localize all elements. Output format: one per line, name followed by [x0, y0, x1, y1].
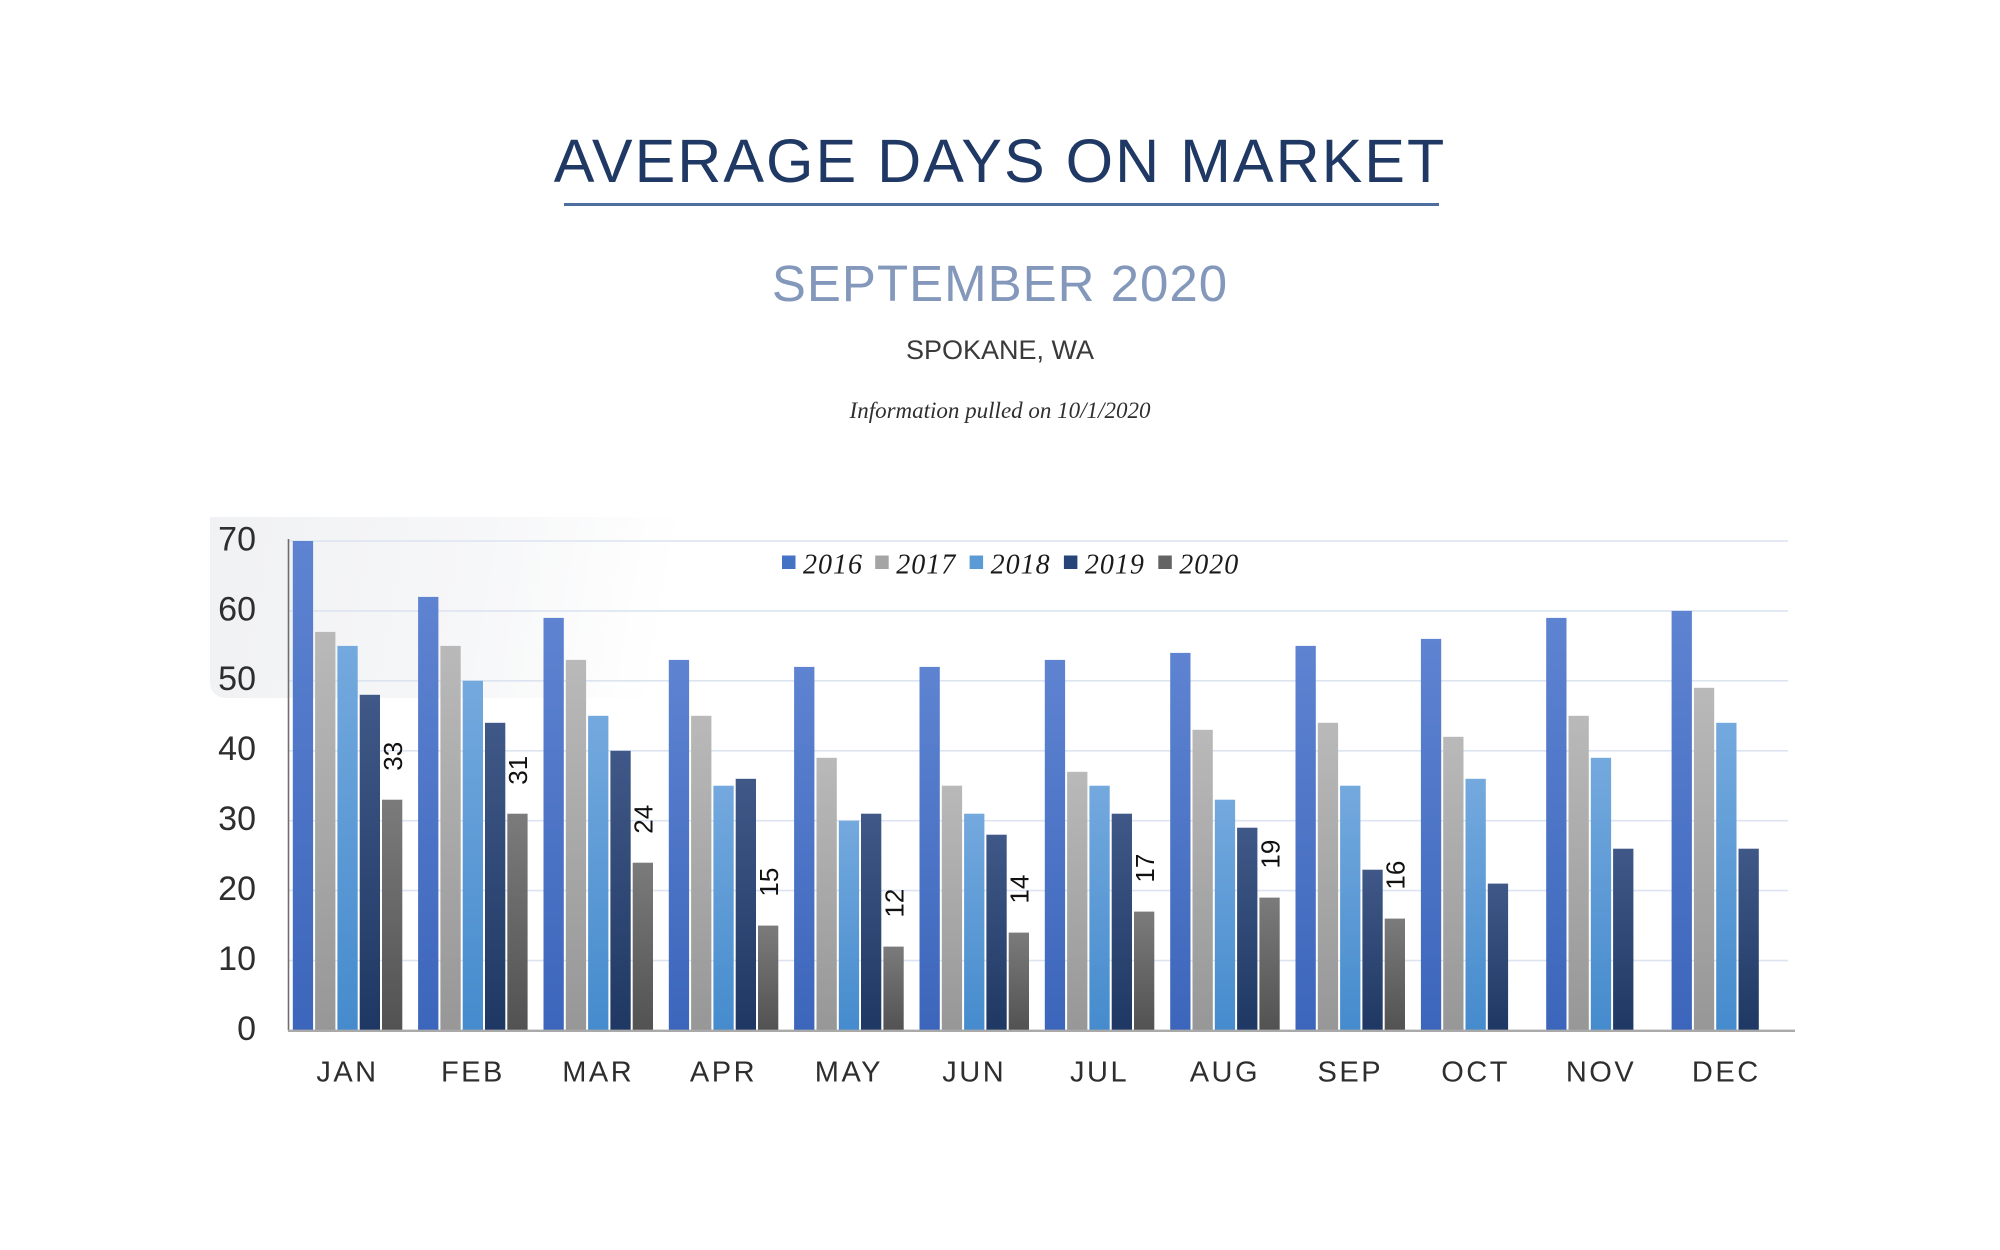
- svg-text:17: 17: [1130, 854, 1160, 883]
- svg-text:10: 10: [218, 940, 256, 978]
- svg-text:MAY: MAY: [815, 1057, 883, 1089]
- svg-text:AUG: AUG: [1190, 1057, 1260, 1089]
- svg-text:40: 40: [218, 730, 256, 768]
- svg-text:DEC: DEC: [1692, 1057, 1761, 1089]
- svg-text:19: 19: [1255, 840, 1285, 869]
- svg-text:12: 12: [879, 889, 909, 918]
- svg-text:2020: 2020: [1179, 550, 1239, 581]
- svg-text:16: 16: [1381, 861, 1411, 890]
- svg-text:NOV: NOV: [1566, 1057, 1636, 1089]
- svg-text:MAR: MAR: [562, 1057, 634, 1089]
- svg-text:15: 15: [754, 868, 784, 897]
- svg-text:2019: 2019: [1085, 550, 1145, 581]
- svg-text:2017: 2017: [896, 550, 956, 581]
- svg-text:60: 60: [218, 590, 256, 628]
- svg-text:70: 70: [218, 520, 256, 558]
- svg-text:24: 24: [629, 805, 659, 834]
- svg-text:33: 33: [378, 742, 408, 771]
- svg-text:30: 30: [218, 800, 256, 838]
- svg-text:14: 14: [1005, 875, 1035, 904]
- svg-text:APR: APR: [690, 1057, 757, 1089]
- svg-text:31: 31: [503, 756, 533, 785]
- svg-text:20: 20: [218, 870, 256, 908]
- svg-text:2018: 2018: [991, 550, 1051, 581]
- svg-text:FEB: FEB: [441, 1057, 505, 1089]
- svg-text:SEP: SEP: [1318, 1057, 1384, 1089]
- svg-text:JAN: JAN: [316, 1057, 378, 1089]
- svg-text:OCT: OCT: [1441, 1057, 1510, 1089]
- svg-text:50: 50: [218, 660, 256, 698]
- svg-text:JUL: JUL: [1070, 1057, 1129, 1089]
- svg-text:2016: 2016: [803, 550, 863, 581]
- svg-text:JUN: JUN: [942, 1057, 1006, 1089]
- svg-text:0: 0: [237, 1010, 256, 1048]
